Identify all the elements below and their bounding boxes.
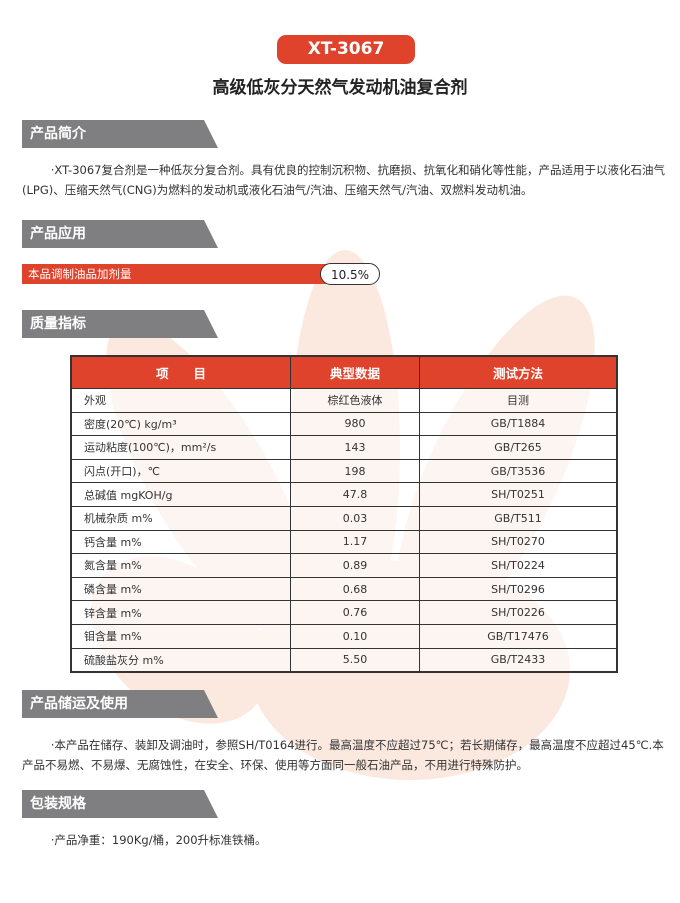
value-cell: 0.03 — [290, 505, 420, 531]
dosage-value: 10.5% — [320, 263, 380, 285]
table-row: 机械杂质 m% 0.03 GB/T511 — [70, 505, 618, 531]
method-cell: GB/T265 — [419, 435, 618, 460]
table-row: 氮含量 m% 0.89 SH/T0224 — [70, 553, 618, 578]
item-cell: 钼含量 m% — [70, 623, 291, 649]
method-cell: SH/T0296 — [419, 576, 618, 602]
value-cell: 0.76 — [290, 600, 420, 625]
table-row: 外观 棕红色液体 目测 — [70, 388, 618, 413]
value-cell: 198 — [290, 458, 420, 484]
method-cell: GB/T3536 — [419, 458, 618, 484]
table-row: 硫酸盐灰分 m% 5.50 GB/T2433 — [70, 647, 618, 673]
item-cell: 钙含量 m% — [70, 529, 291, 555]
item-cell: 氮含量 m% — [70, 553, 291, 578]
value-cell: 5.50 — [290, 647, 420, 673]
storage-text: ·本产品在储存、装卸及调油时，参照SH/T0164进行。最高温度不应超过75℃；… — [22, 738, 664, 772]
item-cell: 锌含量 m% — [70, 600, 291, 625]
table-row: 运动粘度(100℃)，mm²/s 143 GB/T265 — [70, 435, 618, 460]
item-cell: 外观 — [70, 388, 291, 413]
method-cell: 目测 — [419, 388, 618, 413]
dosage-bar: 本品调制油品加剂量 — [22, 264, 352, 284]
method-cell: SH/T0224 — [419, 553, 618, 578]
item-cell: 磷含量 m% — [70, 576, 291, 602]
section-heading-packaging: 包装规格 — [22, 790, 218, 818]
method-cell: SH/T0270 — [419, 529, 618, 555]
intro-text: ·XT-3067复合剂是一种低灰分复合剂。具有优良的控制沉积物、抗磨损、抗氧化和… — [22, 163, 665, 197]
table-row: 钙含量 m% 1.17 SH/T0270 — [70, 529, 618, 555]
value-cell: 980 — [290, 411, 420, 437]
section-heading-intro: 产品简介 — [22, 120, 218, 148]
section-heading-quality: 质量指标 — [22, 310, 218, 338]
value-cell: 0.89 — [290, 553, 420, 578]
item-cell: 总碱值 mgKOH/g — [70, 482, 291, 507]
value-cell: 0.10 — [290, 623, 420, 649]
value-cell: 棕红色液体 — [290, 388, 420, 413]
table-row: 密度(20℃) kg/m³ 980 GB/T1884 — [70, 411, 618, 437]
column-header: 典型数据 — [290, 356, 420, 389]
page-title: 高级低灰分天然气发动机油复合剂 — [212, 78, 468, 98]
column-header: 项 目 — [71, 356, 291, 389]
section-heading-storage: 产品储运及使用 — [22, 690, 218, 718]
column-header: 测试方法 — [419, 356, 618, 389]
quality-spec-table: 项 目典型数据 测试方法 外观 棕红色液体 目测 密度(20℃) kg/m³ 980 GB/… — [70, 355, 618, 674]
product-code-badge: XT-3067 — [277, 35, 415, 64]
item-cell: 运动粘度(100℃)，mm²/s — [70, 435, 291, 460]
method-cell: SH/T0251 — [419, 482, 618, 507]
table-row: 磷含量 m% 0.68 SH/T0296 — [70, 576, 618, 602]
item-cell: 密度(20℃) kg/m³ — [70, 411, 291, 437]
item-cell: 硫酸盐灰分 m% — [70, 647, 291, 673]
method-cell: SH/T0226 — [419, 600, 618, 625]
method-cell: GB/T2433 — [419, 647, 618, 673]
table-row: 闪点(开口)，℃ 198 GB/T3536 — [70, 458, 618, 484]
method-cell: GB/T511 — [419, 505, 618, 531]
method-cell: GB/T1884 — [419, 411, 618, 437]
method-cell: GB/T17476 — [419, 623, 618, 649]
section-heading-application: 产品应用 — [22, 220, 218, 248]
value-cell: 1.17 — [290, 529, 420, 555]
table-row: 锌含量 m% 0.76 SH/T0226 — [70, 600, 618, 625]
value-cell: 47.8 — [290, 482, 420, 507]
item-cell: 机械杂质 m% — [70, 505, 291, 531]
value-cell: 0.68 — [290, 576, 420, 602]
item-cell: 闪点(开口)，℃ — [70, 458, 291, 484]
table-row: 钼含量 m% 0.10 GB/T17476 — [70, 623, 618, 649]
packaging-text: ·产品净重：190Kg/桶，200升标准铁桶。 — [50, 833, 267, 847]
table-row: 总碱值 mgKOH/g 47.8 SH/T0251 — [70, 482, 618, 507]
value-cell: 143 — [290, 435, 420, 460]
table-header-row: 项 目典型数据 测试方法 — [71, 356, 618, 389]
